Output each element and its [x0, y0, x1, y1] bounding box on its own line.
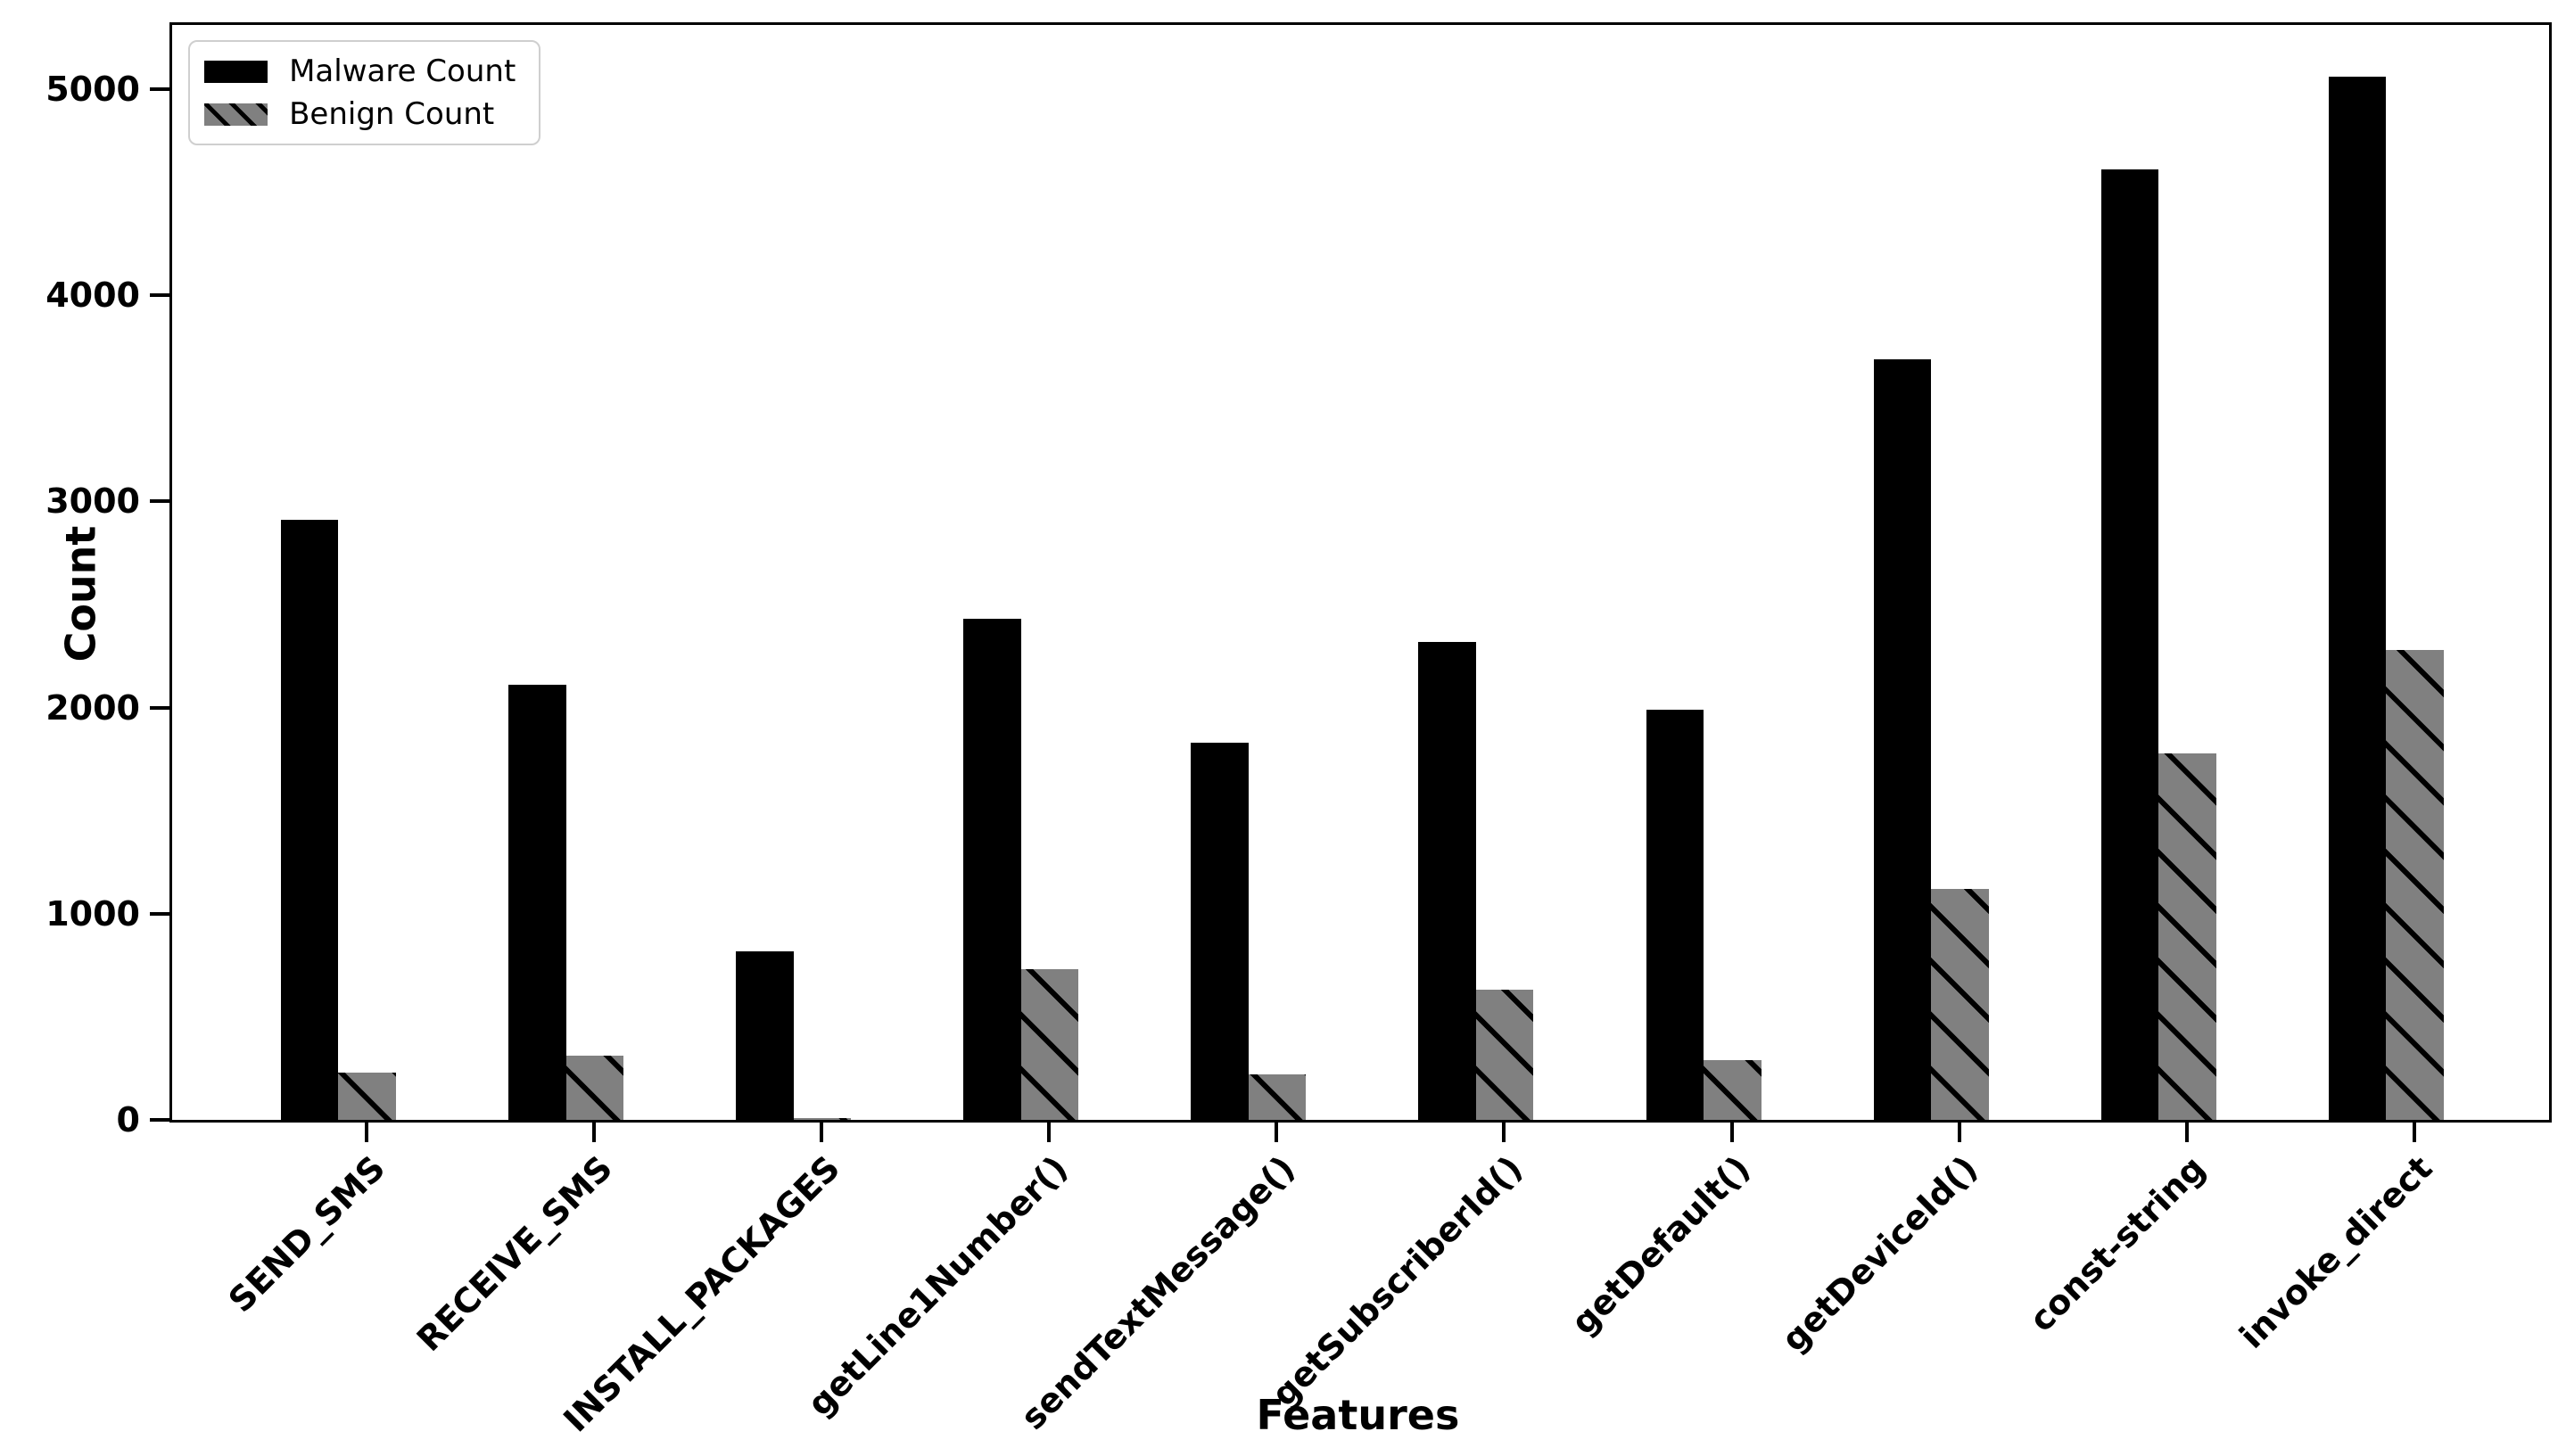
bar-malware-sendTextMessage() — [1191, 742, 1249, 1121]
bar-malware-INSTALL_PACKAGES — [736, 950, 794, 1121]
bar-benign-RECEIVE_SMS — [565, 1056, 624, 1121]
legend-swatch-benign — [204, 103, 268, 126]
bar-benign-getSubscriberId() — [1475, 990, 1534, 1121]
bar-malware-const-string — [2100, 169, 2159, 1121]
y-tick-label-5000: 5000 — [45, 69, 140, 109]
x-tick-label-const-string: const-string — [2021, 1148, 2213, 1340]
legend-swatch-malware — [204, 60, 268, 83]
legend-row-malware: Malware Count — [204, 56, 516, 86]
bar-malware-invoke_direct — [2328, 77, 2387, 1121]
y-tick-label-4000: 4000 — [45, 276, 140, 316]
x-tick-mark-getDefault() — [1729, 1123, 1734, 1143]
bar-benign-const-string — [2158, 753, 2216, 1121]
x-tick-label-RECEIVE_SMS: RECEIVE_SMS — [408, 1148, 621, 1360]
legend: Malware Count Benign Count — [188, 40, 541, 146]
bar-malware-RECEIVE_SMS — [508, 685, 566, 1121]
x-tick-mark-invoke_direct — [2412, 1123, 2416, 1143]
x-tick-label-getDefault(): getDefault() — [1564, 1148, 1758, 1343]
legend-row-benign: Benign Count — [204, 99, 516, 129]
x-axis-title-wrap: Features — [169, 1391, 2546, 1439]
x-tick-label-SEND_SMS: SEND_SMS — [220, 1148, 392, 1320]
bar-benign-getDefault() — [1704, 1060, 1762, 1121]
bar-malware-SEND_SMS — [280, 520, 339, 1121]
bar-benign-invoke_direct — [2386, 649, 2444, 1121]
x-tick-mark-getSubscriberId() — [1502, 1123, 1506, 1143]
legend-label-malware: Malware Count — [289, 53, 516, 90]
y-tick-mark-3000 — [149, 499, 169, 504]
y-tick-label-1000: 1000 — [45, 893, 140, 934]
bar-malware-getDeviceId() — [1873, 358, 1932, 1121]
x-tick-label-getDeviceId(): getDeviceId() — [1774, 1148, 1985, 1360]
x-tick-mark-sendTextMessage() — [1275, 1123, 1279, 1143]
bar-malware-getDefault() — [1646, 709, 1704, 1121]
x-axis-title: Features — [1256, 1390, 1460, 1439]
y-tick-mark-0 — [149, 1118, 169, 1123]
bar-benign-sendTextMessage() — [1248, 1074, 1307, 1121]
y-axis-title: Count — [56, 525, 105, 662]
y-tick-mark-4000 — [149, 293, 169, 298]
y-tick-mark-5000 — [149, 86, 169, 91]
bar-benign-getLine1Number() — [1020, 969, 1079, 1121]
x-tick-mark-RECEIVE_SMS — [592, 1123, 597, 1143]
y-tick-label-2000: 2000 — [45, 687, 140, 728]
y-tick-mark-2000 — [149, 705, 169, 710]
x-tick-label-getLine1Number(): getLine1Number() — [799, 1148, 1076, 1424]
bar-benign-getDeviceId() — [1931, 889, 1989, 1121]
x-tick-mark-getDeviceId() — [1957, 1123, 1961, 1143]
bar-malware-getSubscriberId() — [1418, 641, 1476, 1121]
x-tick-mark-getLine1Number() — [1047, 1123, 1052, 1143]
y-tick-label-3000: 3000 — [45, 481, 140, 522]
x-tick-mark-const-string — [2184, 1123, 2189, 1143]
x-tick-mark-SEND_SMS — [364, 1123, 368, 1143]
x-tick-mark-INSTALL_PACKAGES — [820, 1123, 824, 1143]
x-tick-label-invoke_direct: invoke_direct — [2232, 1148, 2440, 1356]
legend-label-benign: Benign Count — [289, 96, 495, 133]
y-tick-mark-1000 — [149, 911, 169, 916]
bar-malware-getLine1Number() — [963, 619, 1021, 1121]
plot-area: 0 1000 2000 3000 4000 5000 SEND_SMS RECEIVE_SM… — [45, 22, 2552, 1440]
x-tick-label-getSubscriberId(): getSubscriberId() — [1264, 1148, 1531, 1415]
y-tick-label-0: 0 — [116, 1100, 140, 1140]
bar-benign-SEND_SMS — [338, 1072, 396, 1121]
bar-benign-INSTALL_PACKAGES — [793, 1117, 852, 1121]
